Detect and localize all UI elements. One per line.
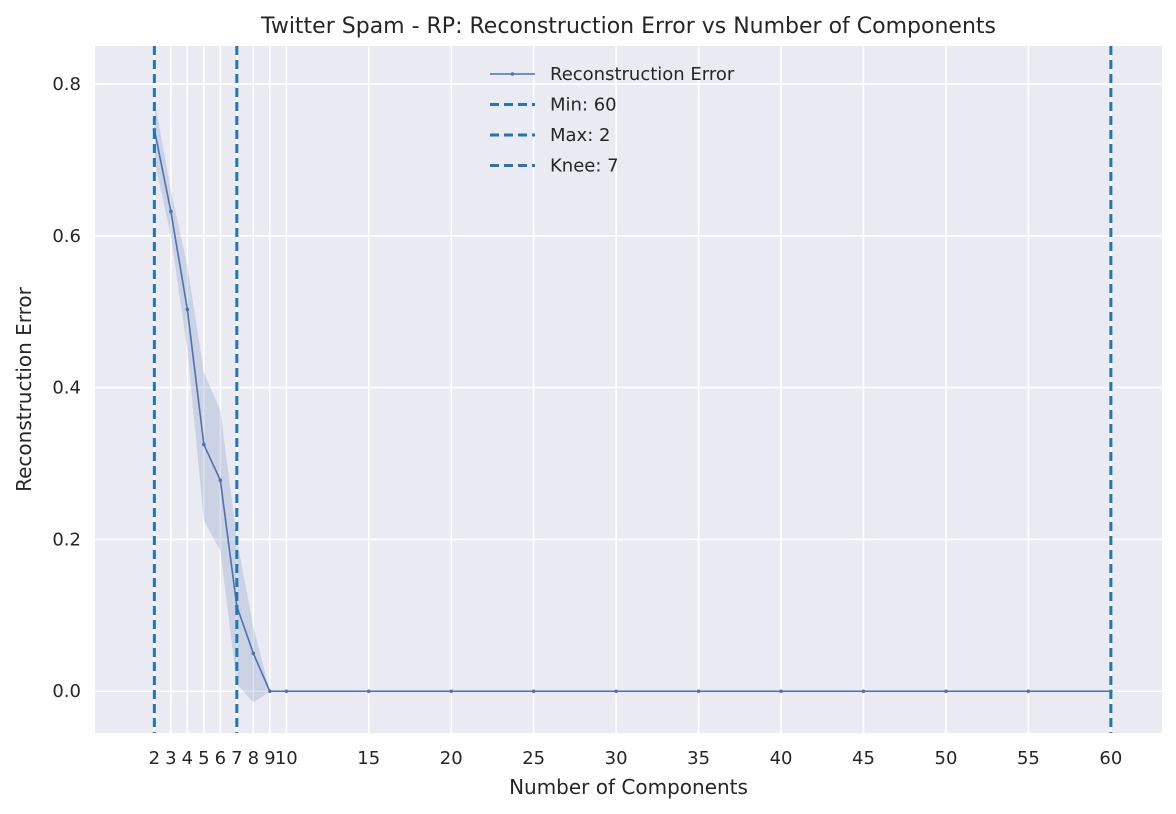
x-tick-label: 4 <box>182 748 193 769</box>
x-tick-label: 6 <box>215 748 226 769</box>
x-tick-label: 35 <box>687 748 710 769</box>
plot-background <box>95 46 1162 733</box>
y-tick-label: 0.0 <box>52 681 81 702</box>
x-tick-label: 5 <box>198 748 209 769</box>
legend-label: Reconstruction Error <box>550 64 735 85</box>
x-tick-label: 9 <box>264 748 275 769</box>
y-tick-label: 0.4 <box>52 378 81 399</box>
y-tick-label: 0.2 <box>52 529 81 550</box>
x-tick-label: 7 <box>231 748 242 769</box>
ticks: 2 3 4 5 6 7 8 9 10 15 20 25 30 35 40 45 50 55 600.00.20.40… <box>52 74 1122 769</box>
x-tick-label: 45 <box>852 748 875 769</box>
y-tick-label: 0.6 <box>52 226 81 247</box>
legend-label: Min: 60 <box>550 95 617 116</box>
x-tick-label: 50 <box>935 748 958 769</box>
data-point <box>861 689 866 694</box>
data-point <box>779 689 783 694</box>
series <box>152 127 1113 694</box>
data-point <box>169 209 173 214</box>
legend-label: Max: 2 <box>550 125 610 146</box>
x-tick-label: 20 <box>440 748 463 769</box>
data-point <box>696 689 701 694</box>
chart-title: Twitter Spam - RP: Reconstruction Error … <box>260 14 996 39</box>
x-tick-label: 55 <box>1017 748 1040 769</box>
x-tick-label: 25 <box>522 748 545 769</box>
data-point <box>449 689 454 694</box>
y-axis-label: Reconstruction Error <box>12 286 36 492</box>
data-point <box>185 307 190 312</box>
data-point <box>1026 689 1031 694</box>
x-axis-label: Number of Components <box>509 775 748 799</box>
data-point <box>202 442 206 447</box>
data-point <box>218 478 223 483</box>
data-point <box>251 651 256 656</box>
legend-marker <box>510 72 515 76</box>
x-tick-label: 15 <box>357 748 380 769</box>
data-point <box>614 689 618 694</box>
x-tick-label: 60 <box>1099 748 1122 769</box>
x-tick-label: 40 <box>770 748 793 769</box>
data-point <box>366 689 371 694</box>
x-tick-label: 10 <box>275 748 298 769</box>
x-tick-label: 2 <box>149 748 160 769</box>
data-point <box>531 689 536 694</box>
legend-label: Knee: 7 <box>550 156 619 177</box>
x-tick-label: 8 <box>248 748 259 769</box>
data-point <box>268 689 272 694</box>
y-tick-label: 0.8 <box>52 74 81 95</box>
x-tick-label: 30 <box>605 748 628 769</box>
x-tick-label: 3 <box>165 748 176 769</box>
data-point <box>944 689 948 694</box>
data-point <box>284 689 289 694</box>
vertical-lines <box>152 46 1113 733</box>
legend: Reconstruction Error Min: 60 Max: 2 Knee: 7 <box>490 64 735 177</box>
